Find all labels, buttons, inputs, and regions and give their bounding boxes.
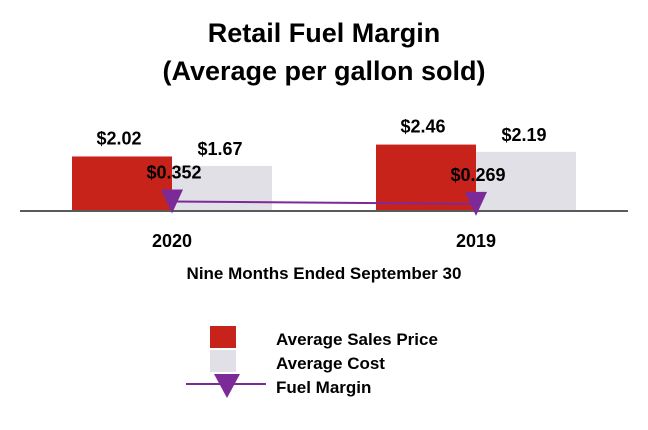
legend-swatch-average-sales-price: [210, 326, 236, 348]
label-average-sales-price-2020: $2.02: [96, 128, 141, 148]
bar-average-cost-2019: [476, 151, 576, 211]
chart-subtitle: (Average per gallon sold): [162, 56, 486, 86]
label-fuel-margin-2020: $0.352: [146, 162, 201, 182]
chart-title-line1: Retail Fuel Margin: [207, 18, 441, 48]
fuel-margin-marker-2020: [161, 189, 183, 214]
legend-marker-fuel-margin: [214, 374, 240, 398]
fuel-margin-line: [171, 200, 477, 205]
x-tick-label-2019: 2019: [456, 231, 496, 251]
bar-average-sales-price-2019: [376, 144, 476, 211]
label-average-cost-2019: $2.19: [501, 125, 546, 145]
label-average-cost-2020: $1.67: [197, 139, 242, 159]
label-fuel-margin-2019: $0.269: [450, 165, 505, 185]
fuel-margin-marker-2019: [465, 191, 487, 216]
legend-swatch-average-cost: [210, 350, 236, 372]
legend-label-average-cost: Average Cost: [276, 354, 385, 373]
chart-title: Retail Fuel Margin (Average per gallon s…: [0, 14, 648, 90]
label-average-sales-price-2019: $2.46: [400, 117, 445, 137]
legend-label-average-sales-price: Average Sales Price: [276, 330, 438, 349]
x-axis-title: Nine Months Ended September 30: [187, 264, 462, 283]
bar-average-cost-2020: [172, 165, 272, 211]
bar-average-sales-price-2020: [72, 156, 172, 211]
x-tick-label-2020: 2020: [152, 231, 192, 251]
legend-label-fuel-margin: Fuel Margin: [276, 378, 371, 397]
